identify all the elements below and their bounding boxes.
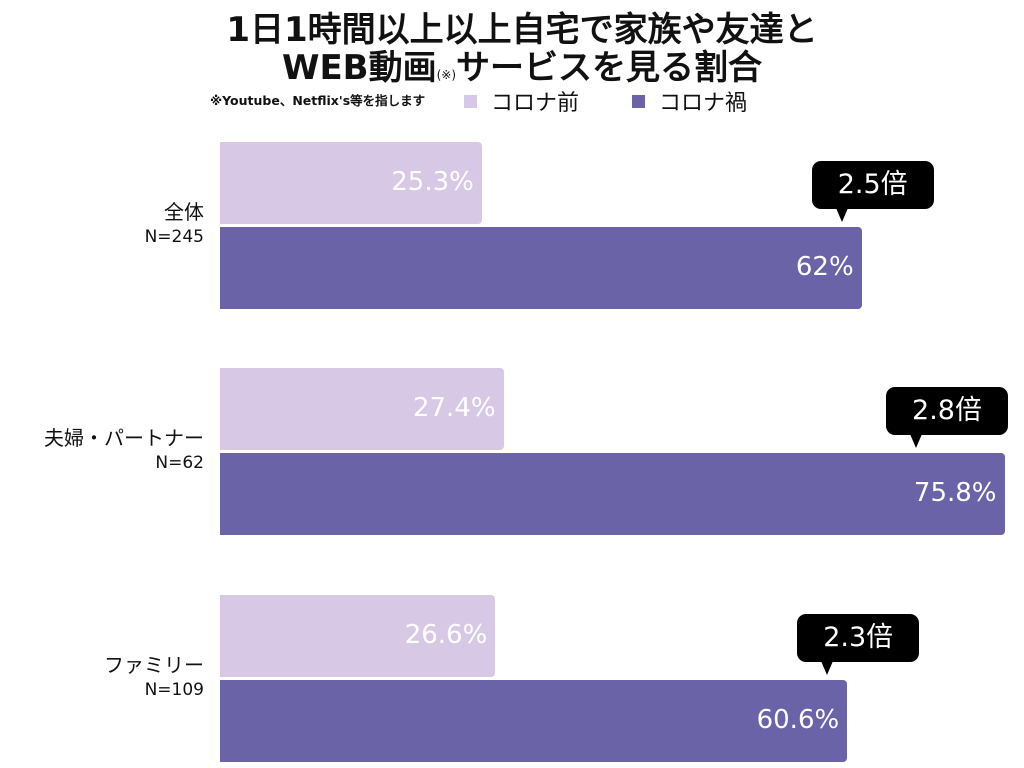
bar-value-label: 26.6% bbox=[404, 620, 488, 650]
ratio-callout-tail bbox=[910, 434, 922, 448]
category-label: ファミリー bbox=[104, 653, 204, 677]
category-n: N=109 bbox=[144, 680, 204, 700]
chart-title-line2: WEB動画(※)サービスを見る割合 bbox=[0, 48, 1024, 95]
category-n: N=245 bbox=[144, 227, 204, 247]
legend-item-before: コロナ前 bbox=[464, 88, 580, 116]
legend-swatch-during bbox=[632, 94, 645, 108]
ratio-callout: 2.8倍 bbox=[886, 387, 1008, 435]
bar-value-label: 75.8% bbox=[913, 478, 997, 508]
legend-swatch-before bbox=[464, 94, 477, 108]
bar-value-label: 62% bbox=[795, 252, 854, 282]
chart-title-line1: 1日1時間以上以上自宅で家族や友達と bbox=[226, 10, 818, 50]
bar-before bbox=[220, 368, 504, 450]
bar-value-label: 25.3% bbox=[391, 167, 474, 197]
legend-item-during: コロナ禍 bbox=[632, 88, 748, 116]
ratio-callout: 2.5倍 bbox=[811, 161, 934, 209]
bar-during bbox=[220, 680, 848, 762]
category-label: 夫婦・パートナー bbox=[44, 426, 204, 450]
legend-label-during: コロナ禍 bbox=[659, 91, 748, 116]
bar-value-label: 60.6% bbox=[756, 705, 840, 735]
ratio-callout-tail bbox=[821, 661, 834, 675]
bar-during bbox=[220, 453, 1005, 535]
ratio-callout: 2.3倍 bbox=[797, 614, 920, 662]
bar-before bbox=[220, 595, 496, 677]
chart-title-line2-main: WEB動画 bbox=[281, 48, 437, 88]
bar-before bbox=[220, 142, 482, 224]
bar-during bbox=[220, 227, 862, 309]
category-n: N=62 bbox=[155, 453, 204, 473]
chart-title-note-mark: (※) bbox=[436, 68, 457, 82]
category-label: 全体 bbox=[164, 200, 204, 224]
chart-title-line2-rest: サービスを見る割合 bbox=[456, 48, 763, 88]
bar-value-label: 27.4% bbox=[412, 393, 496, 423]
legend-label-before: コロナ前 bbox=[491, 91, 580, 116]
chart-footnote: ※Youtube、Netflix's等を指します bbox=[210, 93, 426, 108]
ratio-callout-tail bbox=[835, 208, 848, 222]
